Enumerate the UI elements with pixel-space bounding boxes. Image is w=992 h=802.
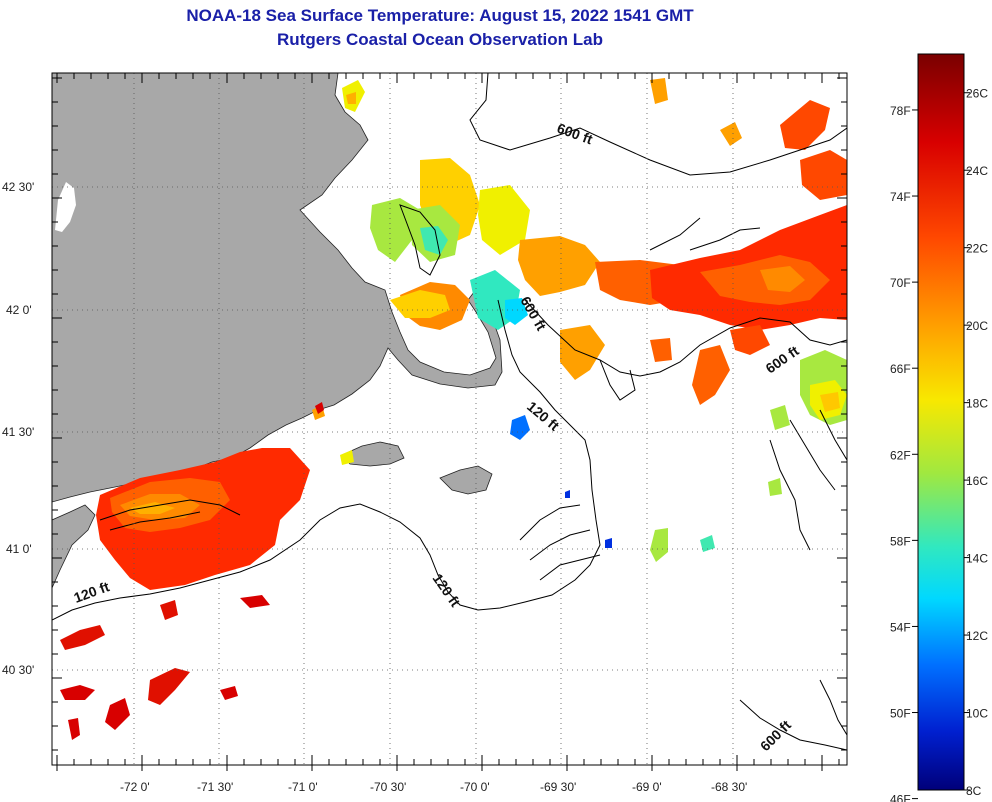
colorbar-label-celsius: 24C [966,164,988,178]
sst-data-layer [60,78,847,740]
land-marthas-vineyard [341,441,405,467]
temperature-colorbar: 26C 24C 22C 20C 18C 16C 14C 12C 10C 8C 78F 74F 70F 66… [890,53,988,802]
frame-ticks [52,73,847,771]
colorbar-label-celsius: 26C [966,87,988,101]
colorbar-label-fahrenheit: 70F [890,276,911,290]
lat-tick-label: 42 0' [6,303,32,317]
lat-tick-label: 42 30' [2,180,34,194]
colorbar-label-fahrenheit: 78F [890,104,911,118]
colorbar-label-celsius: 10C [966,707,988,721]
colorbar-label-fahrenheit: 58F [890,534,911,548]
colorbar-label-fahrenheit: 66F [890,362,911,376]
colorbar-gradient [917,53,965,791]
colorbar-label-fahrenheit: 50F [890,707,911,721]
lon-tick-label: -69 30' [540,780,576,794]
lat-tick-label: 41 0' [6,542,32,556]
map-frame [51,72,848,766]
lon-tick-label: -71 0' [288,780,318,794]
colorbar-label-fahrenheit: 74F [890,190,911,204]
land-nantucket [439,465,493,495]
colorbar-label-celsius: 8C [966,784,982,798]
lon-tick-label: -70 30' [370,780,406,794]
lon-tick-label: -68 30' [711,780,747,794]
lon-tick-label: -72 0' [120,780,150,794]
lat-tick-label: 41 30' [2,425,34,439]
colorbar-label-celsius: 20C [966,319,988,333]
land-cloud-patch [55,182,76,232]
colorbar-label-fahrenheit: 62F [890,448,911,462]
lon-tick-label: -71 30' [197,780,233,794]
lat-tick-label: 40 30' [2,663,34,677]
colorbar-label-celsius: 16C [966,474,988,488]
colorbar-label-fahrenheit: 54F [890,620,911,634]
bathymetry-contours [52,73,847,751]
colorbar-label-celsius: 18C [966,397,988,411]
longitude-axis: -72 0' -71 30' -71 0' -70 30' -70 0' -69… [120,780,747,794]
map-subtitle: Rutgers Coastal Ocean Observation Lab [277,30,603,49]
map-title: NOAA-18 Sea Surface Temperature: August … [186,6,694,25]
colorbar-label-celsius: 22C [966,242,988,256]
lon-tick-label: -69 0' [632,780,662,794]
graticule [52,73,847,765]
colorbar-label-celsius: 14C [966,552,988,566]
colorbar-label-celsius: 12C [966,629,988,643]
lon-tick-label: -70 0' [460,780,490,794]
colorbar-label-fahrenheit: 46F [890,793,911,802]
latitude-axis: 42 30' 42 0' 41 30' 41 0' 40 30' [2,180,34,677]
